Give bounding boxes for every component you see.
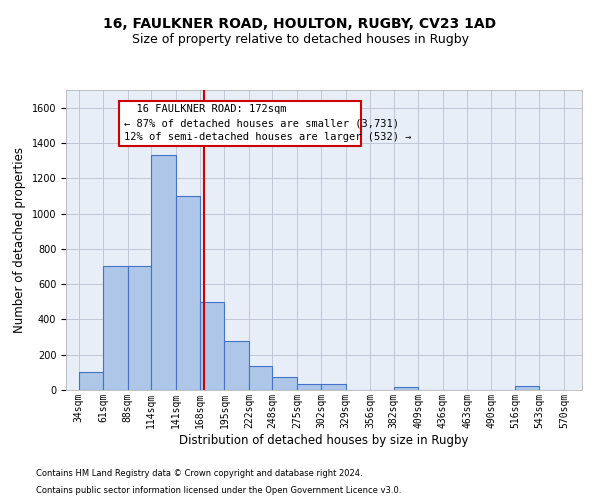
Text: 12% of semi-detached houses are larger (532) →: 12% of semi-detached houses are larger (… [124,132,412,142]
Bar [128,266,151,390]
Bar [297,384,321,390]
Bar [200,302,224,390]
Bar [321,384,346,390]
Bar [79,372,103,390]
Bar [103,266,128,390]
Text: Contains HM Land Registry data © Crown copyright and database right 2024.: Contains HM Land Registry data © Crown c… [36,468,362,477]
Text: 16, FAULKNER ROAD, HOULTON, RUGBY, CV23 1AD: 16, FAULKNER ROAD, HOULTON, RUGBY, CV23 … [103,18,497,32]
Text: ← 87% of detached houses are smaller (3,731): ← 87% of detached houses are smaller (3,… [124,118,399,128]
Text: Size of property relative to detached houses in Rugby: Size of property relative to detached ho… [131,32,469,46]
Bar [272,377,297,390]
Text: Contains public sector information licensed under the Open Government Licence v3: Contains public sector information licen… [36,486,401,495]
Bar [249,366,272,390]
Bar [151,156,176,390]
Bar [515,386,539,390]
X-axis label: Distribution of detached houses by size in Rugby: Distribution of detached houses by size … [179,434,469,446]
FancyBboxPatch shape [119,100,361,146]
Bar [394,388,418,390]
Bar [224,342,249,390]
Y-axis label: Number of detached properties: Number of detached properties [13,147,26,333]
Text: 16 FAULKNER ROAD: 172sqm: 16 FAULKNER ROAD: 172sqm [124,104,286,114]
Bar [176,196,200,390]
